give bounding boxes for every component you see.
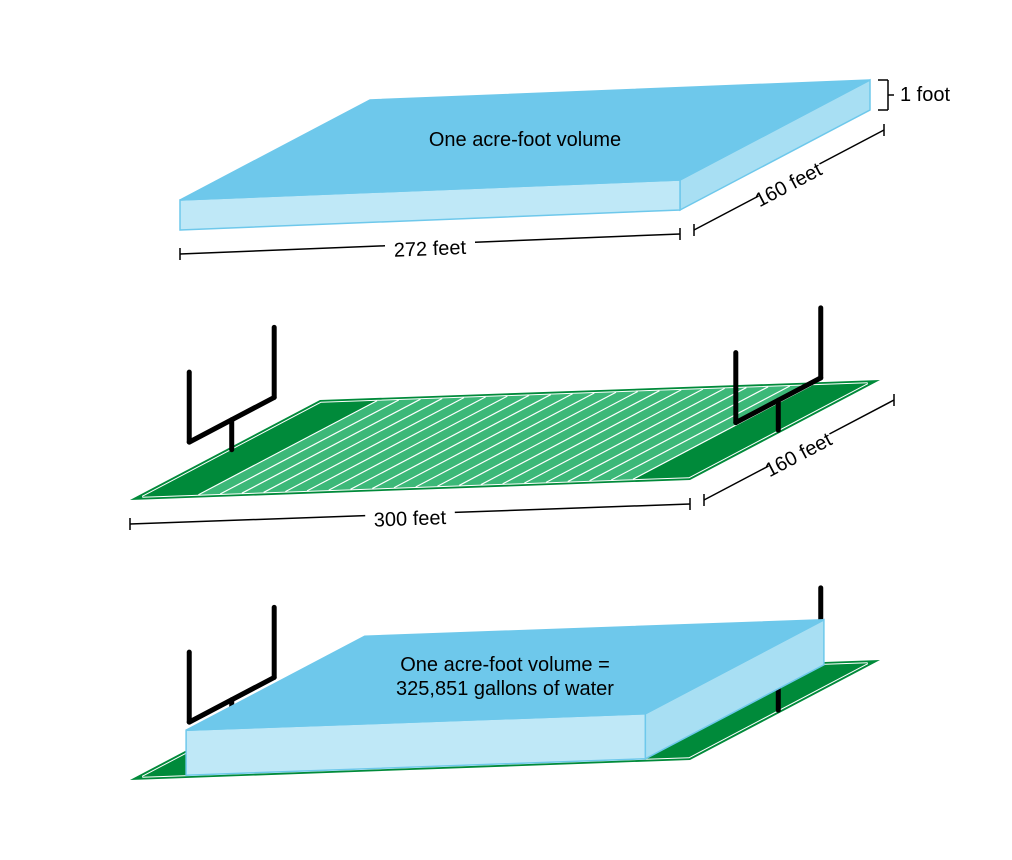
water-length-dim: 272 feet <box>180 228 680 262</box>
height-bracket: 1 foot <box>878 80 950 110</box>
field-length-dim: 300 feet <box>130 498 690 532</box>
panel-combined: One acre-foot volume =325,851 gallons of… <box>130 588 880 780</box>
field-length-dim-label: 300 feet <box>373 507 446 532</box>
field-width-dim-label: 160 feet <box>762 429 837 482</box>
panel-field: 300 feet 160 feet <box>130 308 894 532</box>
height-bracket-label: 1 foot <box>900 84 950 106</box>
combined-title-1: One acre-foot volume = <box>400 654 610 676</box>
combined-title-2: 325,851 gallons of water <box>396 678 614 700</box>
panel-water: One acre-foot volume1 foot272 feet160 fe… <box>180 80 950 262</box>
water-length-dim-label: 272 feet <box>393 237 467 262</box>
panel-water-title: One acre-foot volume <box>429 129 621 151</box>
